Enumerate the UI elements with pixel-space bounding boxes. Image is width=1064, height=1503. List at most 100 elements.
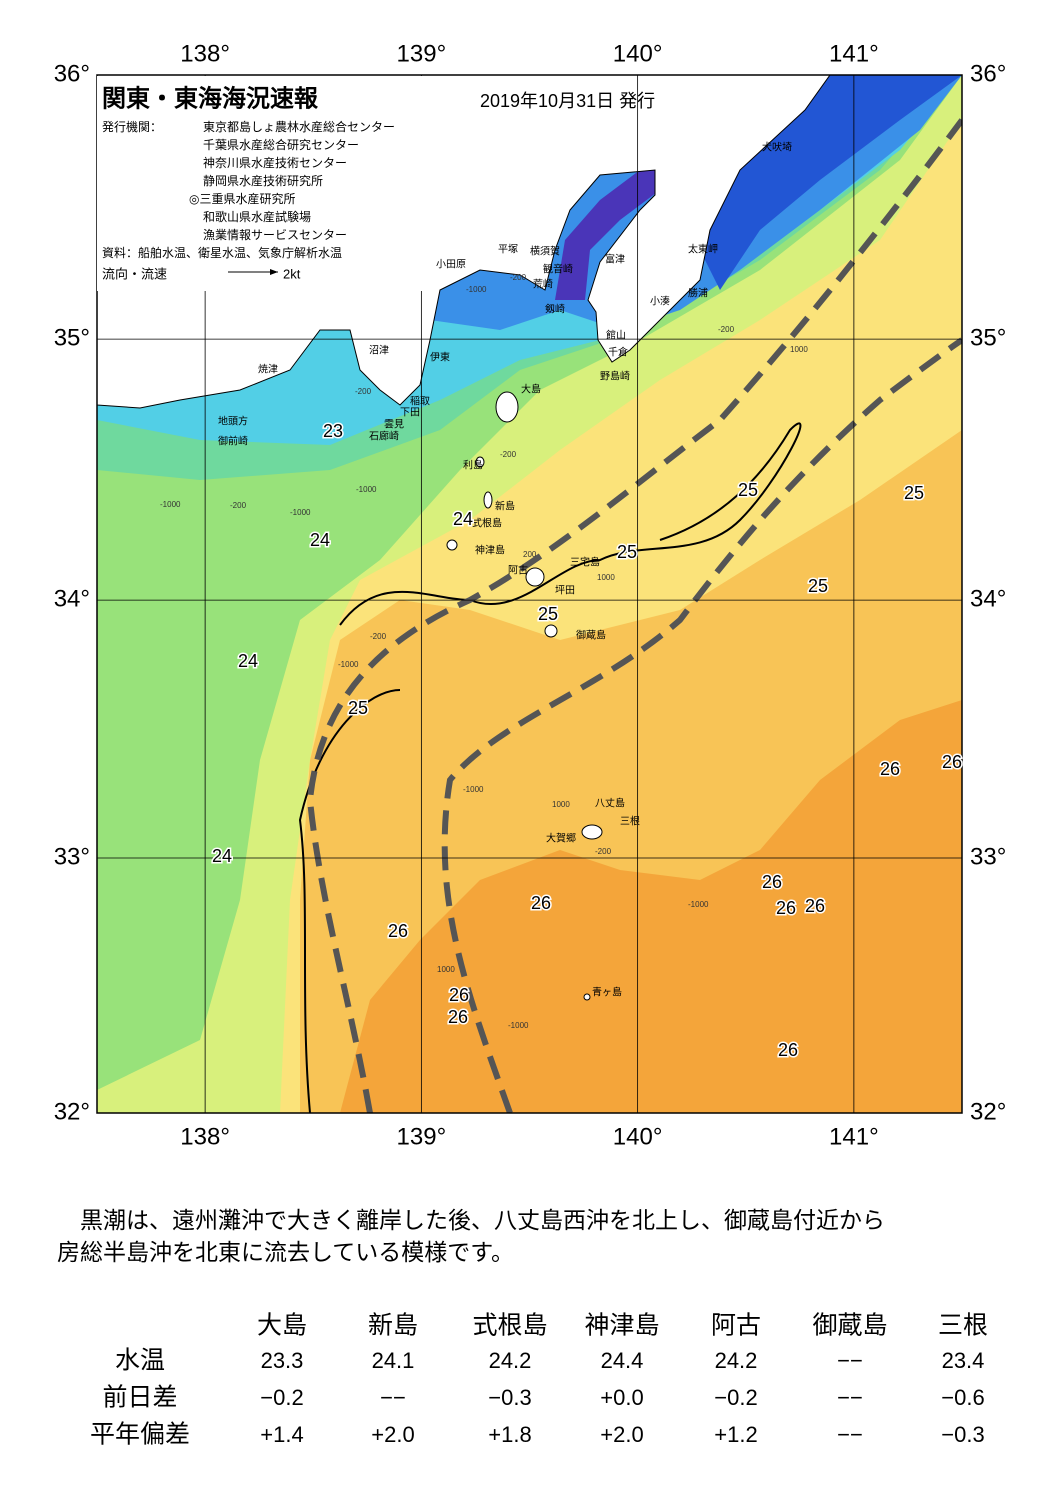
place-name: 稲取 — [410, 396, 430, 408]
place-name: 伊東 — [430, 351, 450, 364]
table-cell: −− — [837, 1348, 863, 1373]
place-name: 三根 — [620, 815, 640, 828]
issuer: 漁業情報サービスセンター — [203, 228, 347, 242]
info-panel — [97, 76, 437, 291]
lat-tick-label: 35° — [54, 325, 90, 352]
table-cell: 24.2 — [715, 1348, 758, 1373]
place-name: 坪田 — [555, 584, 575, 597]
contour-label: 25 — [904, 483, 924, 503]
lon-tick-label: 141° — [829, 1123, 879, 1150]
kuroshio-path — [441, 337, 962, 1113]
flow-label: 流向・流速 — [102, 266, 167, 281]
lon-tick-label: 140° — [613, 1123, 663, 1150]
depth-label: -1000 — [508, 1021, 529, 1030]
flow-scale: 2kt — [283, 266, 301, 281]
place-name: 観音崎 — [543, 263, 573, 276]
table-cell: 23.4 — [942, 1348, 985, 1373]
lat-tick-label: 35° — [970, 325, 1006, 352]
table-cell: 24.1 — [372, 1348, 415, 1373]
island — [525, 567, 545, 587]
issuer: ◎三重県水産研究所 — [189, 191, 295, 206]
place-name: 沼津 — [369, 344, 389, 357]
isotherm — [298, 689, 401, 1113]
depth-label: -1000 — [463, 785, 484, 794]
depth-label: -1000 — [466, 285, 487, 294]
contour-label: 26 — [880, 759, 900, 779]
table-row-label: 平年偏差 — [90, 1421, 190, 1449]
table-column-header: 三根 — [938, 1312, 988, 1340]
place-name: 八丈島 — [595, 797, 625, 810]
labels: 138° 138° 139° 139° 140° 140° 141° 141° 32° 32° 33… — [54, 40, 1007, 1150]
contour-label: 24 — [212, 846, 232, 866]
issuer: 千葉県水産総合研究センター — [203, 137, 359, 152]
contour-label: 26 — [778, 1040, 798, 1060]
place-name: 下田 — [400, 408, 420, 419]
table-row-label: 前日差 — [102, 1384, 177, 1412]
lat-tick-label: 34° — [54, 585, 90, 612]
table-cell: +1.8 — [488, 1422, 531, 1447]
contour-label: 26 — [942, 752, 962, 772]
depth-label: 1000 — [552, 800, 570, 809]
table-cell: −0.3 — [488, 1385, 531, 1410]
island — [446, 539, 458, 551]
island — [544, 624, 558, 638]
depth-label: -200 — [718, 325, 735, 334]
table-row-label: 水温 — [115, 1347, 165, 1375]
lon-tick-label: 139° — [397, 1123, 447, 1150]
table-column-header: 阿古 — [711, 1312, 761, 1340]
place-name: 野島崎 — [600, 370, 630, 383]
table-cell: −0.6 — [941, 1385, 984, 1410]
issuer-label: 発行機関： — [102, 119, 162, 134]
contour-label: 26 — [388, 921, 408, 941]
contour-label: 26 — [762, 872, 782, 892]
table-column-header: 式根島 — [472, 1312, 547, 1340]
tokyo-bay — [555, 165, 660, 300]
contour-label: 26 — [448, 1007, 468, 1027]
lat-tick-label: 32° — [54, 1098, 90, 1125]
issuer: 神奈川県水産技術センター — [203, 155, 347, 170]
table-cell: 24.2 — [489, 1348, 532, 1373]
place-name: 勝浦 — [688, 287, 708, 300]
table-cell: +1.2 — [714, 1422, 757, 1447]
contour-label: 24 — [238, 651, 258, 671]
commentary-line: 黒潮は、遠州灘沖で大きく離岸した後、八丈島西沖を北上し、御蔵島付近から — [80, 1207, 885, 1233]
island — [583, 993, 591, 1001]
contour-label: 23 — [323, 421, 343, 441]
depth-label: 1000 — [597, 573, 615, 582]
isotherm — [339, 422, 802, 626]
depth-label: -200 — [595, 847, 612, 856]
island — [483, 491, 493, 509]
map-frame — [96, 74, 963, 1114]
contour-label: 26 — [531, 893, 551, 913]
place-name: 剱崎 — [545, 303, 565, 316]
table-column-header: 神津島 — [584, 1312, 659, 1340]
place-name: 横須賀 — [530, 245, 560, 258]
contour-label: 25 — [538, 604, 558, 624]
kuroshio-path — [306, 118, 962, 1113]
contour-label: 25 — [808, 576, 828, 596]
lon-tick-label: 138° — [180, 40, 230, 67]
depth-label: -200 — [355, 387, 372, 396]
island — [581, 824, 603, 840]
table-column-header: 御蔵島 — [812, 1312, 887, 1340]
place-name: 小湊 — [650, 295, 670, 308]
issuer: 静岡県水産技術研究所 — [203, 173, 323, 188]
contour-label: 26 — [449, 985, 469, 1005]
table-column-header: 新島 — [368, 1312, 418, 1340]
depth-label: 1000 — [790, 345, 808, 354]
flow-arrowhead — [270, 269, 278, 275]
place-name: 御蔵島 — [576, 629, 606, 642]
table-cell: −− — [837, 1422, 863, 1447]
lat-tick-label: 32° — [970, 1098, 1006, 1125]
place-name: 小田原 — [436, 259, 466, 271]
lat-tick-label: 33° — [970, 843, 1006, 870]
lat-tick-label: 36° — [970, 60, 1006, 87]
contour-label: 25 — [348, 698, 368, 718]
depth-label: -1000 — [160, 500, 181, 509]
table-cell: 23.3 — [261, 1348, 304, 1373]
depth-label: -200 — [510, 273, 527, 282]
place-name: 青ヶ島 — [592, 986, 622, 999]
place-name: 式根島 — [472, 517, 502, 530]
place-name: 阿古 — [508, 564, 528, 577]
